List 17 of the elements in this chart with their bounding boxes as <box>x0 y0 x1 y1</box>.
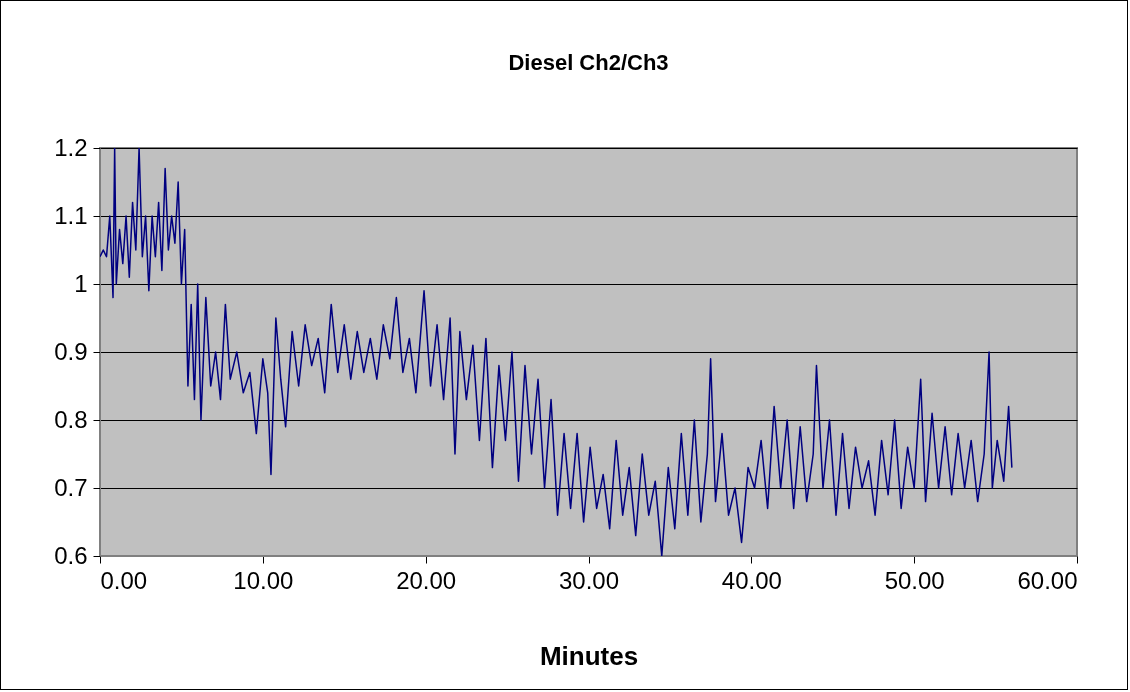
x-tick-label: 30.00 <box>558 566 620 594</box>
x-tick-label: 50.00 <box>884 566 945 594</box>
y-tick-label: 0.9 <box>54 337 88 365</box>
y-tick-label: 1.2 <box>54 133 88 161</box>
y-tick-label: 1 <box>74 269 88 297</box>
chart-title: Diesel Ch2/Ch3 <box>508 50 669 75</box>
y-tick-label: 0.6 <box>54 541 88 569</box>
y-tick-label: 1.1 <box>54 201 88 229</box>
x-tick-label: 0.00 <box>100 566 148 594</box>
y-tick-label: 0.7 <box>54 473 88 501</box>
x-tick-label: 60.00 <box>1017 566 1078 594</box>
x-tick-label: 10.00 <box>233 566 294 594</box>
x-axis-title: Minutes <box>539 640 639 671</box>
line-series <box>100 148 1013 556</box>
y-tick-label: 0.8 <box>54 405 88 433</box>
x-tick-label: 20.00 <box>396 566 457 594</box>
x-tick-label: 40.00 <box>721 566 782 594</box>
